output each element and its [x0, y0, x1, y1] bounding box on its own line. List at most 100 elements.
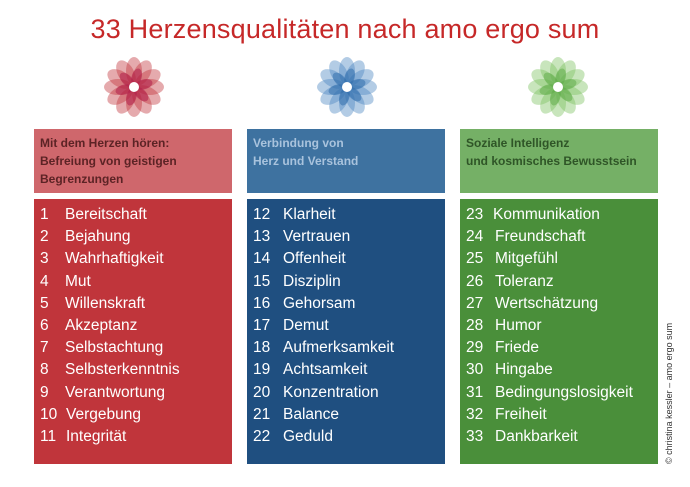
list-item: 24 Freundschaft: [460, 226, 658, 248]
item-label: Kommunikation: [493, 206, 600, 223]
item-number: 21: [253, 405, 271, 423]
quality-list-blue: 12 Klarheit 13 Vertrauen 14 Offenheit 15 Dis…: [247, 199, 445, 464]
list-item: 6 Akzeptanz: [34, 315, 232, 337]
item-label: Willenskraft: [65, 294, 146, 312]
item-label: Wertschätzung: [495, 294, 599, 312]
item-label: Akzeptanz: [65, 316, 138, 334]
flower-blue-icon: [317, 57, 377, 117]
item-number: 25: [466, 250, 484, 268]
list-item: 3 Wahrhaftigkeit: [34, 248, 232, 270]
item-label: Wahrhaftigkeit: [65, 250, 164, 268]
list-item: 7 Selbstachtung: [34, 337, 232, 359]
list-item: 22 Geduld: [247, 426, 445, 448]
item-label: Klarheit: [283, 206, 336, 223]
list-item: 23 Kommunikation: [460, 204, 658, 226]
list-item: 28 Humor: [460, 315, 658, 337]
list-item: 11 Integrität: [34, 426, 232, 448]
item-label: Mitgefühl: [495, 250, 558, 268]
list-item: 33 Dankbarkeit: [460, 426, 658, 448]
list-item: 27 Wertschätzung: [460, 293, 658, 315]
item-number: 22: [253, 427, 271, 445]
item-number: 20: [253, 383, 271, 401]
header-line: Befreiung von geistigen: [40, 154, 177, 168]
item-label: Freundschaft: [495, 228, 586, 246]
list-item: 12 Klarheit: [247, 204, 445, 226]
item-label: Vergebung: [66, 405, 141, 423]
item-number: 23: [466, 206, 484, 223]
item-number: 5: [40, 294, 49, 312]
item-number: 7: [40, 339, 49, 357]
list-item: 16 Gehorsam: [247, 293, 445, 315]
list-item: 2 Bejahung: [34, 226, 232, 248]
item-number: 10: [40, 405, 58, 423]
item-label: Selbsterkenntnis: [65, 361, 180, 379]
list-item: 15 Disziplin: [247, 271, 445, 293]
item-label: Toleranz: [495, 272, 554, 290]
list-item: 17 Demut: [247, 315, 445, 337]
item-number: 29: [466, 339, 484, 357]
list-item: 5 Willenskraft: [34, 293, 232, 315]
list-item: 32 Freiheit: [460, 404, 658, 426]
item-label: Geduld: [283, 427, 333, 445]
item-label: Vertrauen: [283, 228, 351, 246]
header-line: Herz und Verstand: [253, 154, 359, 168]
header-line: Verbindung von: [253, 136, 344, 150]
list-item: 10 Vergebung: [34, 404, 232, 426]
item-label: Mut: [65, 272, 91, 290]
list-item: 8 Selbsterkenntnis: [34, 359, 232, 381]
item-label: Bedingungslosigkeit: [495, 383, 633, 401]
item-number: 28: [466, 316, 484, 334]
item-number: 19: [253, 361, 271, 379]
item-label: Demut: [283, 316, 329, 334]
list-item: 25 Mitgefühl: [460, 248, 658, 270]
list-item: 30 Hingabe: [460, 359, 658, 381]
item-number: 18: [253, 339, 271, 357]
list-item: 13 Vertrauen: [247, 226, 445, 248]
item-number: 33: [466, 427, 484, 445]
item-number: 13: [253, 228, 271, 246]
item-label: Humor: [495, 316, 542, 334]
list-item: 20 Konzentration: [247, 382, 445, 404]
item-label: Offenheit: [283, 250, 346, 268]
item-label: Integrität: [66, 427, 127, 445]
item-label: Disziplin: [283, 272, 341, 290]
item-label: Bereitschaft: [65, 206, 147, 223]
list-item: 1 Bereitschaft: [34, 204, 232, 226]
item-number: 11: [40, 427, 57, 445]
item-number: 30: [466, 361, 484, 379]
item-number: 14: [253, 250, 271, 268]
column-header-green: Soziale Intelligenz und kosmisches Bewus…: [460, 129, 658, 193]
item-label: Hingabe: [495, 361, 553, 379]
quality-list-red: 1 Bereitschaft 2 Bejahung 3 Wahrhaftigkeit …: [34, 199, 232, 464]
flower-green-icon: [528, 57, 588, 117]
item-number: 27: [466, 294, 484, 312]
item-label: Dankbarkeit: [495, 427, 578, 445]
item-number: 24: [466, 228, 484, 246]
column-header-red: Mit dem Herzen hören: Befreiung von geis…: [34, 129, 232, 193]
header-line: und kosmisches Bewusstsein: [466, 154, 637, 168]
item-number: 1: [40, 206, 49, 223]
list-item: 31 Bedingungslosigkeit: [460, 382, 658, 404]
column-header-blue: Verbindung von Herz und Verstand: [247, 129, 445, 193]
item-number: 6: [40, 316, 49, 334]
list-item: 18 Aufmerksamkeit: [247, 337, 445, 359]
list-item: 26 Toleranz: [460, 271, 658, 293]
copyright-note: © christina kessler – amo ergo sum: [664, 322, 674, 464]
list-item: 21 Balance: [247, 404, 445, 426]
item-number: 9: [40, 383, 49, 401]
item-label: Gehorsam: [283, 294, 356, 312]
list-item: 9 Verantwortung: [34, 382, 232, 404]
item-number: 17: [253, 316, 271, 334]
item-label: Friede: [495, 339, 539, 357]
item-number: 31: [466, 383, 484, 401]
header-line: Mit dem Herzen hören:: [40, 136, 170, 150]
flower-red-icon: [104, 57, 164, 117]
quality-list-green: 23 Kommunikation 24 Freundschaft 25 Mitgefü…: [460, 199, 658, 464]
item-number: 4: [40, 272, 49, 290]
item-number: 26: [466, 272, 484, 290]
item-label: Balance: [283, 405, 340, 423]
page-title: 33 Herzensqualitäten nach amo ergo sum: [90, 14, 600, 44]
item-number: 12: [253, 206, 271, 223]
header-line: Begrenzungen: [40, 172, 124, 186]
list-item: 19 Achtsamkeit: [247, 359, 445, 381]
